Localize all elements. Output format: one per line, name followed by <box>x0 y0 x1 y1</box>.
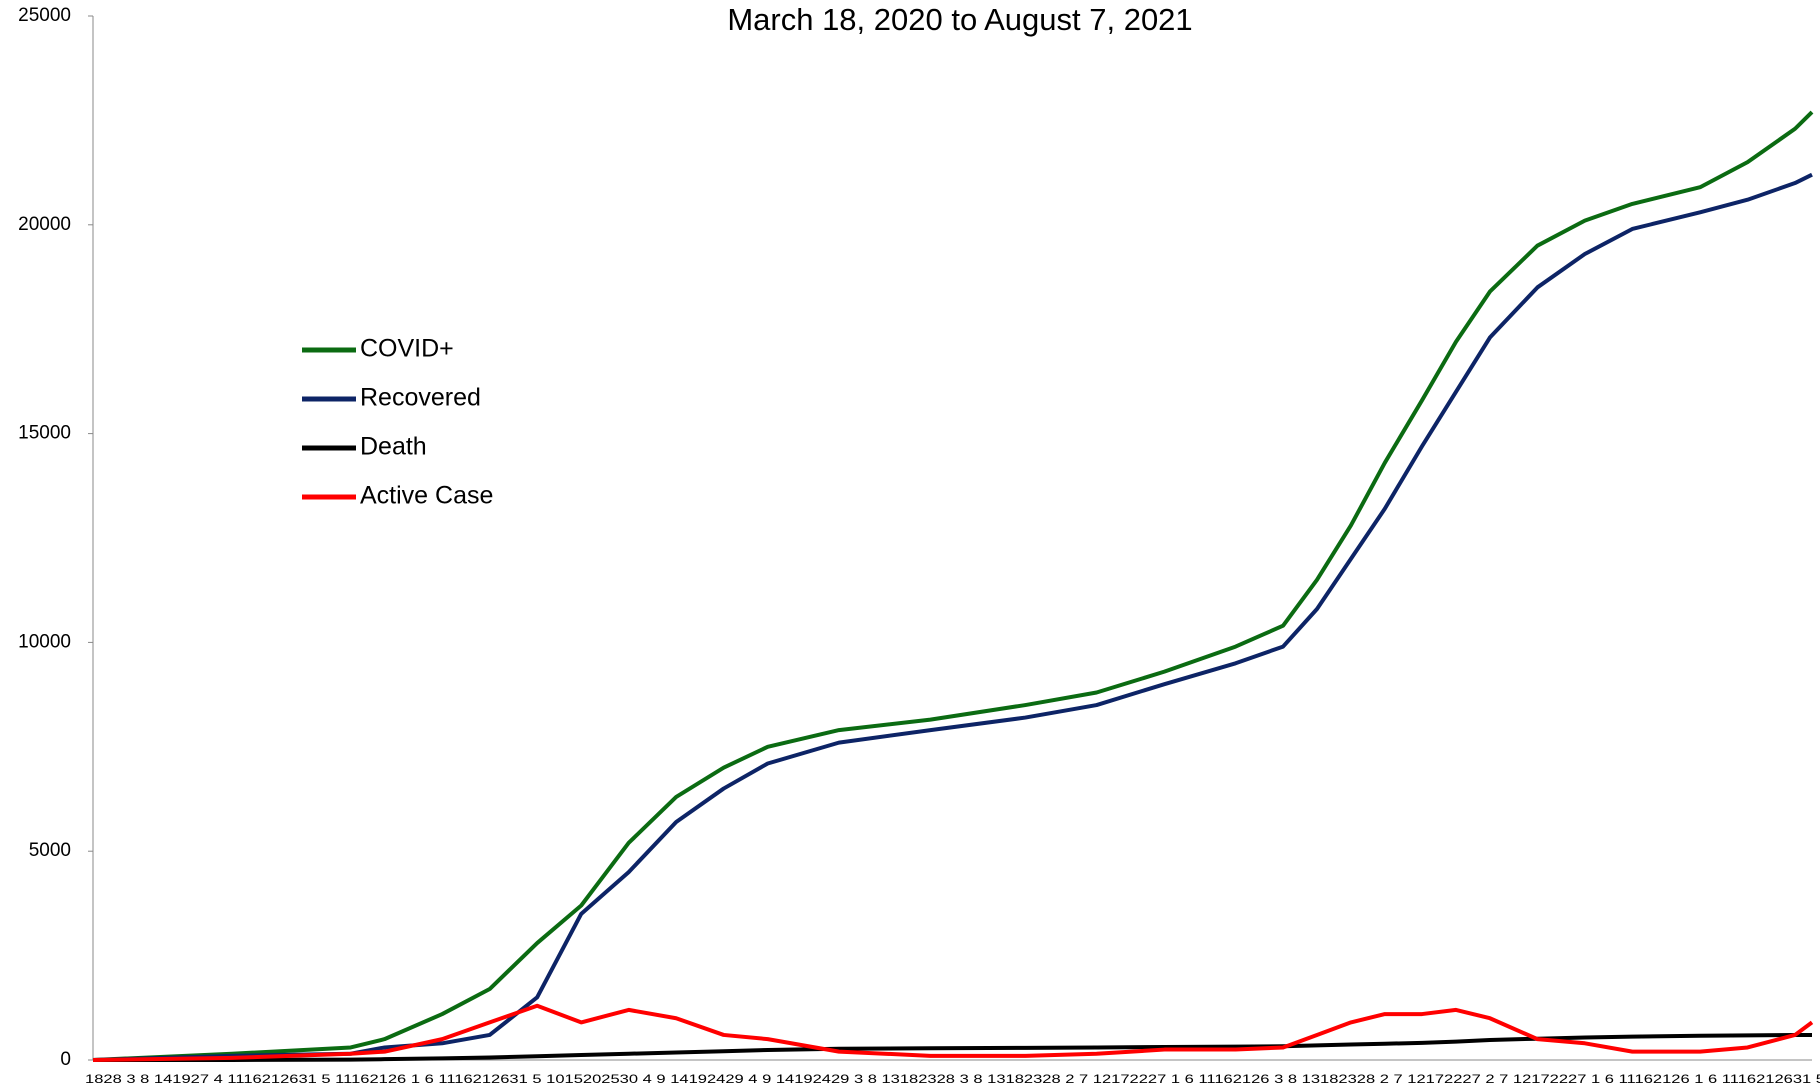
series-line <box>92 172 1813 1062</box>
series-line <box>92 1003 1814 1062</box>
y-tick-label: 10000 <box>18 631 71 652</box>
legend-label: COVID+ <box>360 335 454 363</box>
chart-title: March 18, 2020 to August 7, 2021 <box>727 2 1192 37</box>
series-line <box>93 1032 1812 1062</box>
x-axis-labels: 1828 3 8 141927 4 1116212631 5 11162126 … <box>85 1072 1820 1086</box>
legend-label: Death <box>360 433 427 461</box>
series-line <box>92 110 1814 1062</box>
y-tick-label: 20000 <box>18 214 71 235</box>
legend-label: Active Case <box>360 482 493 510</box>
y-tick-label: 0 <box>60 1049 71 1070</box>
y-tick-label: 25000 <box>18 5 71 26</box>
y-tick-label: 15000 <box>18 423 71 444</box>
y-tick-label: 5000 <box>29 840 71 861</box>
legend-label: Recovered <box>360 384 481 412</box>
